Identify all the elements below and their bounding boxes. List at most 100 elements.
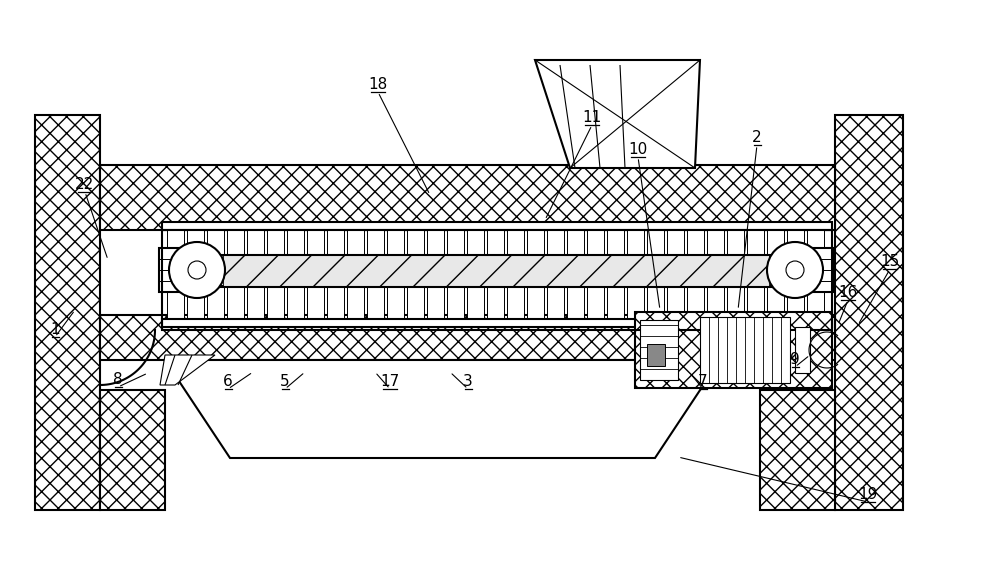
Polygon shape <box>535 60 700 168</box>
Bar <box>527 230 544 268</box>
Bar <box>247 230 264 268</box>
Polygon shape <box>165 360 720 458</box>
Bar <box>727 230 744 268</box>
Circle shape <box>188 261 206 279</box>
Bar <box>627 230 644 268</box>
Text: 11: 11 <box>582 110 602 125</box>
Bar <box>100 165 835 230</box>
Text: 6: 6 <box>223 374 233 389</box>
Bar <box>267 285 284 322</box>
Text: 10: 10 <box>628 142 648 157</box>
Bar <box>607 230 624 268</box>
Bar <box>627 285 644 322</box>
Bar <box>767 285 784 322</box>
Bar <box>587 230 604 268</box>
Bar <box>507 230 524 268</box>
Bar <box>807 230 824 268</box>
Bar <box>747 230 764 268</box>
Bar <box>547 285 564 322</box>
Circle shape <box>767 242 823 298</box>
Bar <box>727 285 744 322</box>
Bar <box>100 390 165 510</box>
Bar <box>760 390 835 510</box>
Bar <box>587 285 604 322</box>
Bar <box>467 230 484 268</box>
Bar <box>700 317 790 383</box>
Bar <box>667 230 684 268</box>
Bar <box>640 320 678 380</box>
Bar <box>387 230 404 268</box>
Text: 3: 3 <box>463 374 473 389</box>
Circle shape <box>169 242 225 298</box>
Bar <box>267 230 284 268</box>
Bar <box>507 285 524 322</box>
Bar <box>307 285 324 322</box>
Bar <box>795 327 810 373</box>
Bar <box>100 315 835 360</box>
Bar <box>227 285 244 322</box>
Text: 16: 16 <box>838 285 858 300</box>
Bar <box>687 230 704 268</box>
Bar <box>607 285 624 322</box>
Text: 2: 2 <box>752 130 762 145</box>
Bar <box>327 285 344 322</box>
Bar <box>35 115 100 510</box>
Bar <box>647 285 664 322</box>
Bar <box>162 319 832 327</box>
Bar <box>447 230 464 268</box>
Bar <box>407 285 424 322</box>
Bar <box>787 285 804 322</box>
Bar <box>487 285 504 322</box>
Bar <box>187 230 204 268</box>
Text: 7: 7 <box>698 374 708 389</box>
Bar <box>247 285 264 322</box>
Bar <box>159 248 179 292</box>
Bar <box>567 285 584 322</box>
Bar <box>427 285 444 322</box>
Bar <box>567 230 584 268</box>
Bar <box>207 230 224 268</box>
Bar <box>767 230 784 268</box>
Bar <box>227 230 244 268</box>
Bar <box>527 285 544 322</box>
Text: 9: 9 <box>790 352 800 367</box>
Text: 8: 8 <box>113 372 123 387</box>
Bar <box>167 230 184 268</box>
Bar <box>367 230 384 268</box>
Bar <box>162 230 832 330</box>
Bar <box>407 230 424 268</box>
Bar <box>162 222 832 230</box>
Bar <box>667 285 684 322</box>
Bar <box>813 248 833 292</box>
Bar <box>167 285 184 322</box>
Bar <box>447 285 464 322</box>
Text: 19: 19 <box>858 487 878 502</box>
Bar <box>387 285 404 322</box>
Bar <box>647 344 665 366</box>
Bar <box>787 230 804 268</box>
Bar <box>347 230 364 268</box>
Bar <box>807 285 824 322</box>
Text: 22: 22 <box>75 177 95 192</box>
Bar <box>347 285 364 322</box>
Bar <box>707 285 724 322</box>
Bar <box>707 230 724 268</box>
Bar <box>307 230 324 268</box>
Bar <box>487 230 504 268</box>
Text: 1: 1 <box>50 322 60 337</box>
Bar <box>187 285 204 322</box>
Bar <box>747 285 764 322</box>
Bar <box>687 285 704 322</box>
Bar <box>647 230 664 268</box>
Bar <box>427 230 444 268</box>
Text: 15: 15 <box>880 254 900 269</box>
Bar <box>635 312 832 388</box>
Circle shape <box>786 261 804 279</box>
Polygon shape <box>160 355 215 385</box>
Bar <box>467 285 484 322</box>
Text: 18: 18 <box>368 77 388 92</box>
Bar <box>547 230 564 268</box>
Bar <box>207 285 224 322</box>
Bar <box>327 230 344 268</box>
Text: 5: 5 <box>280 374 290 389</box>
